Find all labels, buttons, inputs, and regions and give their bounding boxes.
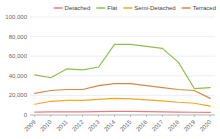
legend-label: Semi-Detached [134,5,175,11]
series-line [35,111,210,112]
page: {"chart_data": {"type": "line", "x": [20… [0,0,220,139]
x-tick [194,115,195,117]
grid-line [30,36,215,37]
y-tick-label: 0 [24,112,28,118]
chart: 0 20,000 40,000 60,000 80,000 100,000 20092010… [0,0,220,139]
x-tick [34,115,35,117]
x-tick-label: 2017 [151,118,165,132]
grid-line [30,115,215,116]
grid-line [30,56,215,57]
x-tick-label: 2013 [87,118,101,132]
series-line [35,98,210,106]
x-tick-label: 2010 [39,118,53,132]
legend-swatch [96,7,105,9]
x-tick-label: 2020 [199,118,213,132]
x-tick [162,115,163,117]
legend-label: Flat [107,5,117,11]
legend: Detached Flat Semi-Detached Terraced [54,5,216,11]
x-tick-label: 2018 [167,118,181,132]
x-tick [82,115,83,117]
grid-line [30,17,215,18]
x-tick-label: 2011 [55,118,69,132]
legend-swatch [54,7,63,9]
x-tick-label: 2019 [183,118,197,132]
legend-item: Terraced [182,5,216,11]
y-axis: 0 20,000 40,000 60,000 80,000 100,000 [5,14,215,118]
y-tick-label: 20,000 [9,92,28,98]
legend-label: Detached [65,5,91,11]
x-tick [114,115,115,117]
legend-item: Detached [54,5,91,11]
x-tick [130,115,131,117]
x-axis-line [30,115,215,116]
x-tick-label: 2016 [135,118,149,132]
series-line [35,44,210,88]
x-tick-label: 2015 [119,118,133,132]
x-tick [210,115,211,117]
x-axis: 2009201020112012201320142015201620172018… [23,115,213,133]
y-tick-label: 80,000 [9,34,28,40]
x-tick [98,115,99,117]
y-tick-label: 60,000 [9,53,28,59]
x-tick-label: 2014 [103,118,117,132]
legend-swatch [123,7,132,9]
legend-swatch [182,7,191,9]
legend-item: Semi-Detached [123,5,175,11]
x-tick [50,115,51,117]
x-tick [66,115,67,117]
x-tick-label: 2012 [71,118,85,132]
y-tick-label: 100,000 [5,14,27,20]
x-tick [146,115,147,117]
x-tick-label: 2009 [23,118,37,132]
legend-label: Terraced [193,5,216,11]
y-tick-label: 40,000 [9,73,28,79]
x-tick [178,115,179,117]
legend-item: Flat [96,5,117,11]
grid-line [30,95,215,96]
series-group [35,44,210,112]
series-line [35,84,210,99]
